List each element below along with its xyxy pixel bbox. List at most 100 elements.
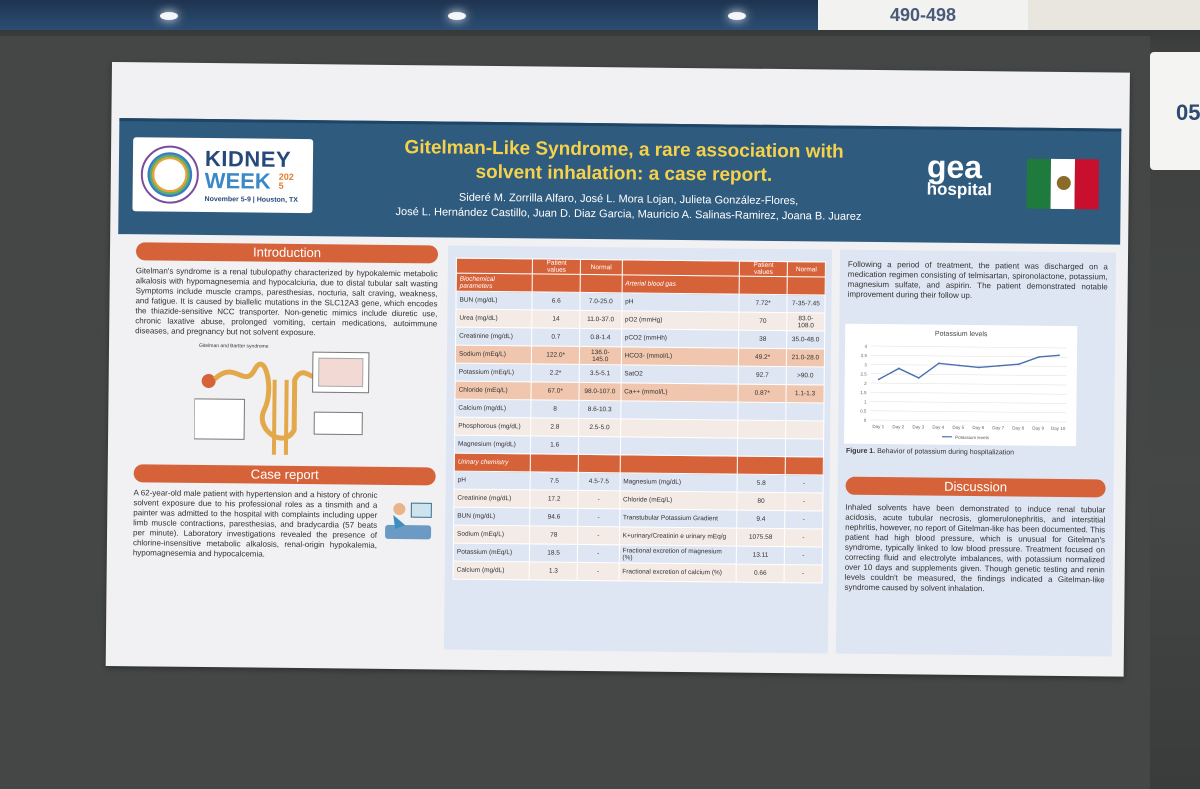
gridline — [871, 345, 1068, 349]
table-cell: Patient values — [739, 261, 788, 277]
table-cell: 4.5-7.5 — [578, 472, 620, 491]
data-point — [937, 362, 940, 365]
data-point — [957, 364, 960, 367]
table-cell — [530, 453, 579, 473]
table-cell: Sodium (mEq/L) — [455, 345, 532, 364]
table-cell: 18.5 — [529, 543, 578, 563]
data-point — [917, 377, 920, 379]
table-cell: - — [577, 508, 620, 527]
table-cell — [620, 418, 739, 439]
table-cell — [787, 276, 826, 295]
table-cell: 2.2* — [531, 363, 580, 383]
y-tick-label: 1 — [864, 399, 867, 404]
x-tick-label: Day 7 — [992, 425, 1004, 430]
table-cell: Potassium (mEq/L) — [453, 543, 530, 562]
table-cell: BUN (mg/dL) — [453, 507, 531, 526]
table-cell — [737, 456, 786, 475]
discussion-heading: Discussion — [845, 476, 1106, 498]
table-cell: 2.5-5.0 — [578, 418, 621, 437]
poster-header: KIDNEY WEEK 2025 November 5-9 | Houston,… — [118, 118, 1122, 245]
table-cell: 136.0-145.0 — [579, 346, 622, 365]
table-cell: 7.72* — [739, 294, 788, 313]
table-cell — [456, 258, 533, 274]
table-cell: 0.66 — [736, 564, 785, 583]
table-cell: Normal — [787, 261, 826, 277]
table-cell: 1075.58 — [736, 528, 785, 547]
table-cell: Magnesium (mg/dL) — [454, 435, 532, 454]
gridline — [870, 419, 1067, 423]
table-cell: Biochemical parameters — [456, 273, 533, 292]
table-cell: 94.6 — [530, 507, 578, 527]
table-cell: 11.0-37.0 — [579, 310, 622, 329]
table-cell: 67.0* — [531, 381, 580, 401]
table-cell: - — [784, 564, 823, 583]
room-sign: 490-498 — [818, 0, 1028, 30]
gea-hospital-logo: gea hospital — [926, 149, 993, 201]
table-row: Calcium (mg/dL) 1.3- Fractional excretion … — [453, 561, 823, 583]
x-tick-label: Day 5 — [952, 425, 964, 430]
table-cell: pCO2 (mmHh) — [621, 328, 740, 349]
gridline — [870, 354, 1067, 358]
table-cell — [739, 276, 788, 295]
legend-label: Potassium levels — [955, 435, 990, 440]
x-tick-label: Day 6 — [972, 425, 984, 430]
table-cell: Transtubular Potassium Gradient — [619, 508, 738, 529]
table-cell: 98.0-107.0 — [579, 382, 621, 401]
x-tick-label: Day 3 — [912, 424, 924, 429]
table-cell: 1.3 — [529, 561, 578, 581]
right-column: Following a period of treatment, the pat… — [835, 249, 1117, 657]
table-cell: - — [784, 510, 823, 529]
table-cell: pO2 (mmHg) — [621, 310, 740, 331]
series-line — [878, 354, 1060, 380]
ceiling-light — [160, 12, 178, 20]
case-report-text: A 62-year-old male patient with hyperten… — [132, 488, 378, 559]
potassium-chart-svg: Potassium levels 0 0.5 1 1.5 2 2.5 3 3.5 4 Day 1 Da… — [860, 331, 1068, 440]
data-point — [977, 366, 980, 369]
data-point — [1017, 363, 1020, 366]
table-cell: Fractional excretion of magnesium (%) — [618, 544, 737, 565]
table-cell — [621, 259, 740, 277]
ceiling-light — [448, 12, 466, 20]
table-cell: 6.6 — [532, 291, 581, 311]
table-cell: K+urinary/Creatinin e urinary mEq/g — [619, 526, 737, 547]
table-cell: 9.4 — [736, 510, 785, 529]
x-tick-label: Day 10 — [1051, 426, 1066, 431]
y-tick-label: 0 — [864, 418, 867, 423]
table-cell: - — [784, 546, 823, 565]
figure-caption-text: Behavior of potassium during hospitaliza… — [877, 448, 1015, 457]
next-poster-number: 05 — [1150, 52, 1200, 170]
patient-illustration-icon — [385, 502, 432, 540]
table-cell: Arterial blood gas — [621, 274, 740, 295]
table-cell: Ca++ (mmol/L) — [620, 382, 739, 403]
table-cell: 49.2* — [738, 348, 787, 367]
table-cell — [620, 436, 738, 457]
table-cell — [619, 454, 738, 475]
gridline — [870, 382, 1067, 386]
data-point — [877, 378, 880, 381]
table-cell — [737, 420, 786, 439]
follow-up-text: Following a period of treatment, the pat… — [847, 259, 1108, 301]
table-cell: 8 — [531, 399, 580, 419]
logo-hospital: hospital — [926, 179, 992, 200]
middle-column: Patient values Normal Patient values Normal… — [443, 245, 833, 654]
mexico-flag-icon — [1026, 158, 1100, 210]
y-tick-label: 3.5 — [861, 353, 868, 358]
table-cell: HCO3- (mmol/L) — [620, 346, 739, 367]
table-cell: SatO2 — [620, 364, 739, 385]
ceiling-light — [728, 12, 746, 20]
logo-line2: WEEK — [204, 167, 271, 194]
y-tick-label: 1.5 — [860, 390, 867, 395]
y-tick-label: 3 — [864, 362, 867, 367]
table-cell: - — [784, 528, 823, 547]
data-point — [1038, 356, 1040, 358]
table-cell: Creatinine (mg/dL) — [453, 489, 531, 508]
table-cell: pH — [454, 471, 531, 490]
table-cell: - — [577, 490, 620, 509]
table-cell: Sodium (mEq/L) — [453, 525, 531, 544]
table-cell: - — [784, 474, 824, 493]
table-cell: 92.7 — [738, 366, 787, 385]
table-cell: - — [577, 562, 619, 581]
table-cell: Urinary chemistry — [454, 453, 531, 472]
authors: Sideré M. Zorrilla Alfaro, José L. Mora … — [318, 189, 938, 225]
y-tick-label: 4 — [865, 344, 868, 349]
